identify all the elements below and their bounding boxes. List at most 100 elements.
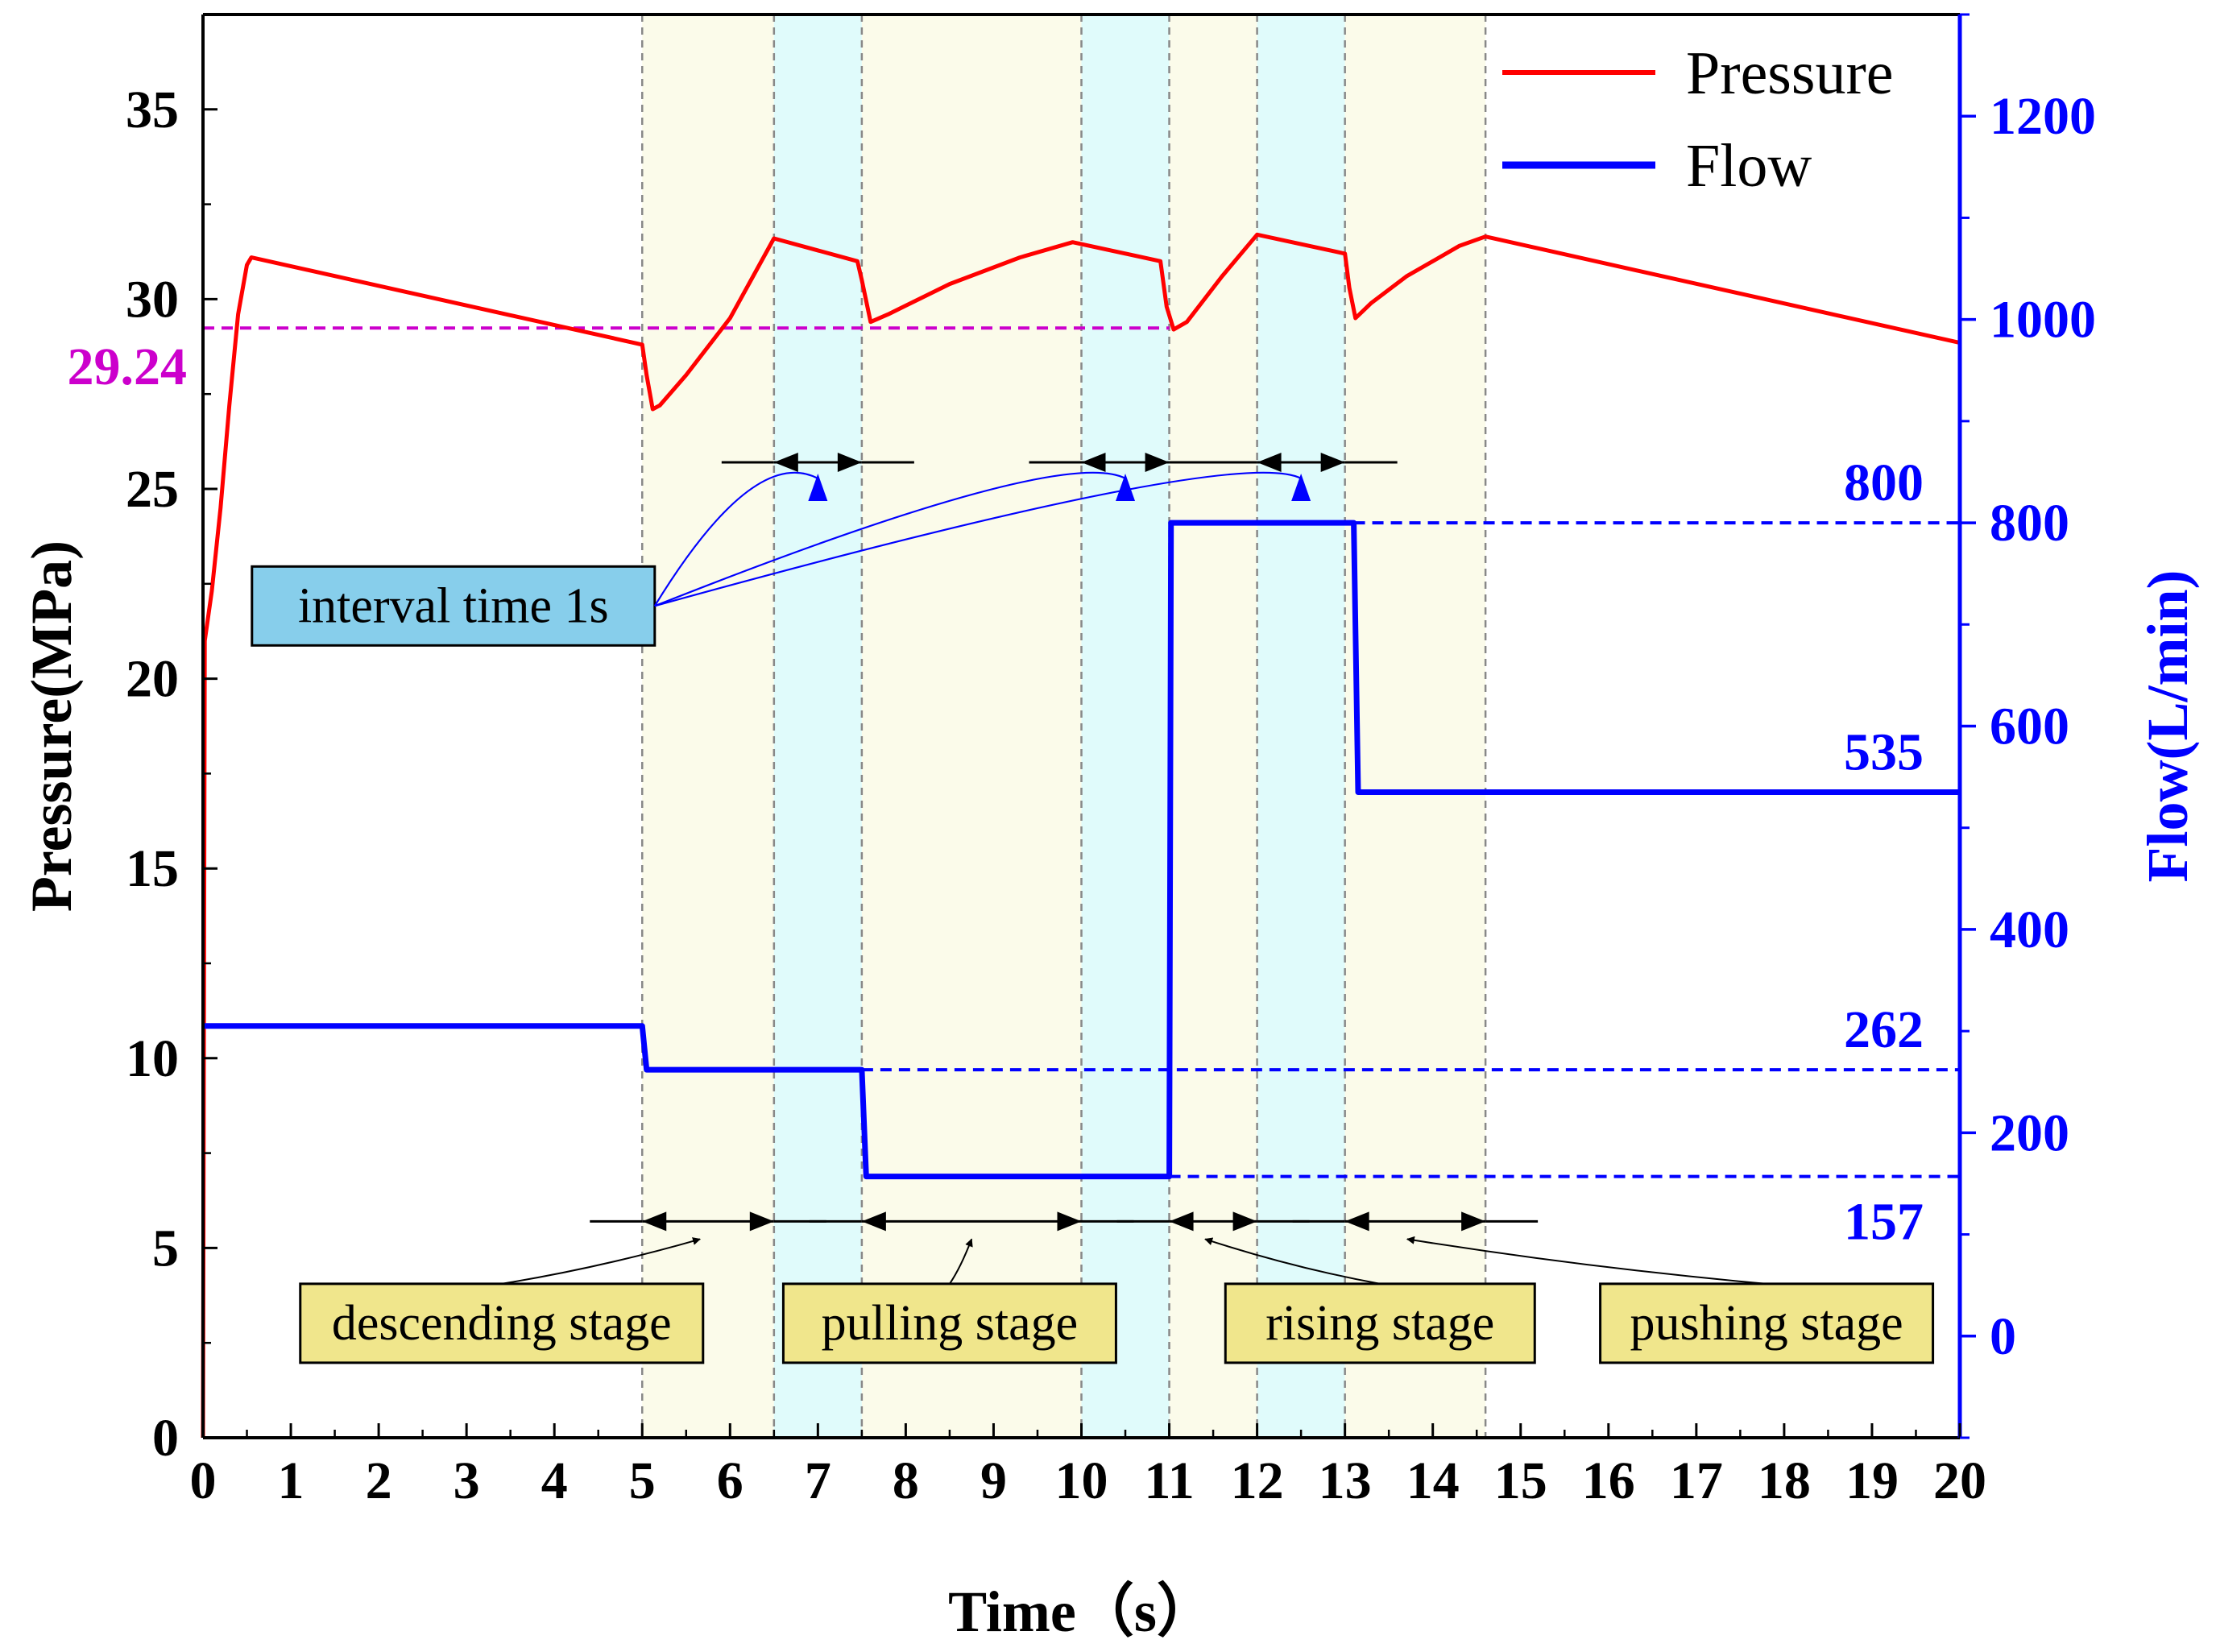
interval-span-arrowhead-left-1 <box>1081 453 1106 473</box>
y-right-tick-label-400: 400 <box>1990 901 2069 959</box>
y-left-tick-label-10: 10 <box>126 1029 179 1088</box>
stage-span-arrowhead-left-1 <box>861 1211 886 1232</box>
vertical-dividers <box>641 14 1487 1438</box>
x-tick-label-11: 11 <box>1144 1451 1194 1510</box>
x-tick-label-15: 15 <box>1494 1451 1547 1510</box>
y-left-tick-label-30: 30 <box>126 270 179 329</box>
y-right-tick-label-600: 600 <box>1990 698 2069 756</box>
y-right-axis-title: Flow(L/min) <box>2135 570 2200 883</box>
x-tick-label-6: 6 <box>717 1451 743 1510</box>
annotation-interval-time-1s: interval time 1s <box>251 565 657 647</box>
flow-value-label-262: 262 <box>1844 1000 1924 1059</box>
flow-value-label-800: 800 <box>1844 453 1924 512</box>
x-tick-label-12: 12 <box>1231 1451 1284 1510</box>
interval-callout-1 <box>654 471 1126 607</box>
x-tick-label-14: 14 <box>1406 1451 1460 1510</box>
y-left-tick-label-20: 20 <box>126 650 179 709</box>
interval-callout-arrowhead-2 <box>1291 474 1311 502</box>
x-tick-label-20: 20 <box>1933 1451 1986 1510</box>
x-tick-label-17: 17 <box>1670 1451 1723 1510</box>
x-tick-label-18: 18 <box>1758 1451 1811 1510</box>
y-left-axis-title: Pressure(MPa) <box>19 540 84 912</box>
axes: 0 1 2 3 4 5 6 7 8 9 10 11 12 13 14 15 16 17 18 19 2005101520… <box>19 13 2200 1644</box>
annotations: descending stage pulling stage rising stag… <box>251 471 1935 1364</box>
flow-value-label-535: 535 <box>1844 723 1924 782</box>
x-tick-label-19: 19 <box>1845 1451 1899 1510</box>
span-arrows <box>590 453 1539 1232</box>
stage-span-arrowhead-right-2 <box>1232 1211 1257 1232</box>
annotation-descending-stage: descending stage <box>299 1282 705 1364</box>
shaded-region-1 <box>773 14 862 1438</box>
shaded-region-5 <box>1257 14 1345 1438</box>
stage-span-arrowhead-right-0 <box>749 1211 774 1232</box>
shaded-region-0 <box>642 14 774 1438</box>
shaded-region-6 <box>1344 14 1486 1438</box>
y-left-tick-label-35: 35 <box>126 81 179 139</box>
stage-span-arrowhead-right-3 <box>1461 1211 1486 1232</box>
annotation-box-4 <box>251 565 657 647</box>
annotation-text-4: interval time 1s <box>298 578 609 633</box>
series-line-pressure <box>201 232 1961 1439</box>
stage-span-arrowhead-right-1 <box>1057 1211 1082 1232</box>
shaded-region-2 <box>861 14 1082 1438</box>
stage-callout-3 <box>1406 1236 1767 1285</box>
x-tick-label-13: 13 <box>1319 1451 1372 1510</box>
stage-callout-1 <box>949 1238 973 1285</box>
interval-span-arrowhead-right-2 <box>1320 453 1345 473</box>
data-series <box>201 232 1961 1439</box>
x-tick-label-5: 5 <box>629 1451 656 1510</box>
annotation-text-1: pulling stage <box>822 1296 1079 1351</box>
reference-lines: 29.24 800 535 262 157 <box>68 326 1960 1252</box>
annotation-rising-stage: rising stage <box>1224 1282 1536 1364</box>
y-right-tick-label-0: 0 <box>1990 1307 2016 1366</box>
stage-callout-2 <box>1204 1237 1381 1285</box>
x-tick-label-7: 7 <box>805 1451 831 1510</box>
y-right-tick-label-1200: 1200 <box>1990 87 2096 146</box>
x-tick-label-10: 10 <box>1055 1451 1108 1510</box>
stage-span-arrowhead-left-2 <box>1169 1211 1194 1232</box>
interval-callout-arrowhead-1 <box>1116 474 1136 502</box>
annotation-text-0: descending stage <box>332 1296 672 1351</box>
x-tick-label-2: 2 <box>366 1451 392 1510</box>
legend-label-pressure: Pressure <box>1686 39 1894 107</box>
annotation-box-2 <box>1224 1282 1536 1364</box>
interval-callout-2 <box>654 471 1302 607</box>
y-left-tick-label-15: 15 <box>126 839 179 898</box>
reference-label-pressure: 29.24 <box>68 337 188 396</box>
x-tick-label-0: 0 <box>190 1451 217 1510</box>
stage-callout-0 <box>501 1237 701 1285</box>
annotation-pulling-stage: pulling stage <box>781 1282 1117 1364</box>
x-axis-title: Time（s） <box>948 1580 1215 1644</box>
x-tick-label-8: 8 <box>893 1451 919 1510</box>
shaded-region-3 <box>1081 14 1170 1438</box>
y-left-tick-label-0: 0 <box>152 1409 179 1468</box>
annotation-pushing-stage: pushing stage <box>1599 1282 1935 1364</box>
interval-span-arrowhead-right-1 <box>1145 453 1170 473</box>
flow-value-label-157: 157 <box>1844 1193 1924 1252</box>
series-line-flow <box>203 520 1960 1180</box>
stage-span-arrowhead-left-3 <box>1344 1211 1369 1232</box>
annotation-box-0 <box>299 1282 705 1364</box>
x-tick-label-16: 16 <box>1582 1451 1635 1510</box>
x-tick-label-1: 1 <box>278 1451 304 1510</box>
annotation-text-3: pushing stage <box>1630 1296 1903 1351</box>
y-left-tick-label-25: 25 <box>126 460 179 519</box>
y-right-tick-label-200: 200 <box>1990 1103 2069 1162</box>
annotation-box-1 <box>781 1282 1117 1364</box>
x-tick-label-9: 9 <box>980 1451 1007 1510</box>
y-left-tick-label-5: 5 <box>152 1219 179 1277</box>
y-right-tick-label-800: 800 <box>1990 494 2069 553</box>
interval-callout-arrowhead-0 <box>808 474 828 502</box>
stage-span-arrowhead-left-0 <box>642 1211 667 1232</box>
interval-span-arrowhead-right-0 <box>837 453 862 473</box>
x-tick-label-3: 3 <box>454 1451 480 1510</box>
x-tick-label-4: 4 <box>541 1451 568 1510</box>
interval-span-arrowhead-left-2 <box>1257 453 1282 473</box>
legend: Pressure Flow <box>1502 39 1894 200</box>
annotation-box-3 <box>1599 1282 1935 1364</box>
interval-span-arrowhead-left-0 <box>773 453 798 473</box>
legend-label-flow: Flow <box>1686 132 1812 200</box>
interval-callout-0 <box>653 471 818 607</box>
y-right-tick-label-1000: 1000 <box>1990 291 2096 350</box>
